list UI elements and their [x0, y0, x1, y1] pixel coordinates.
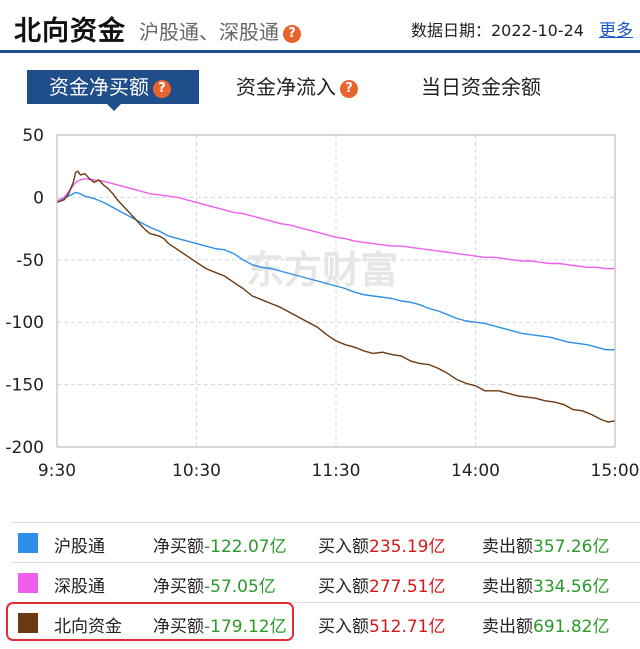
y-tick-label: 0 — [33, 188, 44, 208]
buy-value: 277.51亿 — [369, 577, 446, 597]
buy-value: 512.71亿 — [369, 617, 446, 637]
legend-row-north: 北向资金 净买额-179.12亿 买入额512.71亿 卖出额691.82亿 — [12, 602, 640, 642]
sell-value: 357.26亿 — [533, 537, 610, 557]
header: 北向资金 沪股通、深股通? 数据日期：2022-10-24 更多 — [0, 0, 640, 50]
net-buy: 净买额-179.12亿 — [153, 612, 287, 637]
tab-daily-balance[interactable]: 当日资金余额 — [421, 70, 541, 104]
sell-value: 691.82亿 — [533, 617, 610, 637]
net-buy-value: -57.05亿 — [204, 577, 276, 597]
north-flow-chart: 50 0 -50 -100 -150 -200 9:30 10:30 11:30 14:00 15… — [5, 126, 640, 481]
header-divider — [0, 50, 640, 53]
legend-name: 沪股通 — [54, 537, 105, 557]
net-buy: 净买额-122.07亿 — [153, 532, 287, 557]
north-line — [56, 170, 616, 423]
sell-amount: 卖出额357.26亿 — [482, 532, 609, 557]
sell-label: 卖出额 — [482, 537, 533, 557]
data-date: 数据日期：2022-10-24 — [411, 21, 584, 40]
watermark: 东方财富 — [246, 248, 398, 292]
tab-net-buy-label: 资金净买额 — [49, 75, 149, 99]
legend-name: 北向资金 — [54, 617, 122, 637]
net-buy-label: 净买额 — [153, 617, 204, 637]
net-buy-value: -122.07亿 — [204, 537, 287, 557]
north-swatch — [18, 613, 38, 633]
x-axis-ticks: 9:30 10:30 11:30 14:00 15:00 — [38, 461, 640, 481]
net-buy-label: 净买额 — [153, 537, 204, 557]
tab-net-inflow-label: 资金净流入 — [236, 75, 336, 99]
y-tick-label: -150 — [5, 376, 44, 396]
x-tick-label: 15:00 — [591, 461, 640, 481]
sgt-swatch — [18, 573, 38, 593]
buy-value: 235.19亿 — [369, 537, 446, 557]
plot-frame — [56, 134, 616, 448]
x-tick-label: 14:00 — [451, 461, 500, 481]
page-title: 北向资金 — [14, 16, 126, 47]
north-highlight-box — [6, 602, 294, 641]
tab-net-buy[interactable]: 资金净买额? — [27, 70, 199, 104]
row-divider — [12, 602, 640, 603]
tab-net-inflow[interactable]: 资金净流入? — [236, 70, 358, 104]
y-tick-label: -200 — [5, 438, 44, 458]
active-tab-pointer — [107, 104, 121, 111]
buy-amount: 买入额277.51亿 — [318, 572, 445, 597]
buy-label: 买入额 — [318, 577, 369, 597]
buy-amount: 买入额235.19亿 — [318, 532, 445, 557]
legend-row-hgt: 沪股通 净买额-122.07亿 买入额235.19亿 卖出额357.26亿 — [12, 522, 640, 562]
y-axis-ticks: 50 0 -50 -100 -150 -200 — [5, 126, 44, 458]
hgt-swatch — [18, 533, 38, 553]
sgt-line — [56, 178, 616, 270]
y-tick-label: 50 — [22, 126, 44, 146]
y-tick-label: -100 — [5, 313, 44, 333]
sell-amount: 卖出额334.56亿 — [482, 572, 609, 597]
help-icon[interactable]: ? — [283, 24, 301, 43]
row-divider — [12, 562, 640, 563]
buy-amount: 买入额512.71亿 — [318, 612, 445, 637]
sell-amount: 卖出额691.82亿 — [482, 612, 609, 637]
net-buy-label: 净买额 — [153, 577, 204, 597]
page-subtitle: 沪股通、深股通? — [139, 16, 301, 45]
y-tick-label: -50 — [16, 251, 44, 271]
legend-row-sgt: 深股通 净买额-57.05亿 买入额277.51亿 卖出额334.56亿 — [12, 562, 640, 602]
help-icon[interactable]: ? — [153, 79, 171, 98]
buy-label: 买入额 — [318, 617, 369, 637]
x-tick-label: 10:30 — [172, 461, 221, 481]
buy-label: 买入额 — [318, 537, 369, 557]
chart-lines — [56, 170, 616, 423]
x-tick-label: 11:30 — [312, 461, 361, 481]
sell-value: 334.56亿 — [533, 577, 610, 597]
legend-name: 深股通 — [54, 577, 105, 597]
net-buy: 净买额-57.05亿 — [153, 572, 276, 597]
x-tick-label: 9:30 — [38, 461, 76, 481]
sell-label: 卖出额 — [482, 617, 533, 637]
subtitle-text: 沪股通、深股通 — [139, 20, 279, 44]
tab-daily-balance-label: 当日资金余额 — [421, 75, 541, 99]
more-link[interactable]: 更多 — [599, 21, 633, 41]
help-icon[interactable]: ? — [340, 79, 358, 98]
chart-grid — [57, 135, 615, 447]
tab-bar: 资金净买额? 资金净流入? 当日资金余额 — [0, 70, 640, 111]
row-divider — [12, 522, 640, 523]
net-buy-value: -179.12亿 — [204, 617, 287, 637]
sell-label: 卖出额 — [482, 577, 533, 597]
